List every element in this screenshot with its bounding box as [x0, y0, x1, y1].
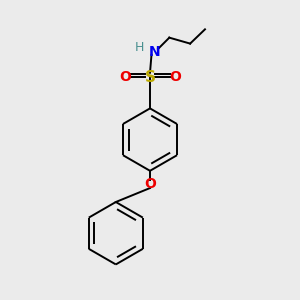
Text: O: O: [119, 70, 131, 84]
Text: O: O: [144, 177, 156, 191]
Text: S: S: [145, 70, 155, 85]
Text: N: N: [148, 45, 160, 59]
Text: O: O: [169, 70, 181, 84]
Text: H: H: [135, 41, 144, 54]
